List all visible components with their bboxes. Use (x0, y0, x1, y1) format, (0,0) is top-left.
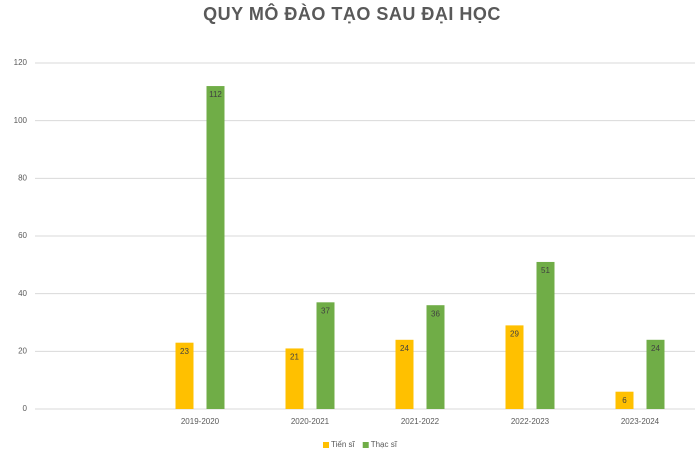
bar (285, 348, 304, 409)
data-label: 24 (651, 344, 660, 353)
chart-title: QUY MÔ ĐÀO TẠO SAU ĐẠI HỌC (203, 3, 501, 24)
bar (175, 342, 194, 409)
legend-label: Tiến sĩ (331, 440, 355, 449)
y-tick-label: 0 (23, 404, 28, 413)
y-tick-label: 60 (18, 231, 27, 240)
x-tick-label: 2019-2020 (181, 417, 220, 426)
data-label: 112 (209, 90, 222, 99)
bar (615, 391, 634, 409)
legend-label: Thạc sĩ (371, 440, 398, 449)
y-tick-label: 40 (18, 289, 27, 298)
bar (505, 325, 524, 409)
y-tick-label: 80 (18, 173, 27, 182)
legend-swatch (362, 442, 369, 448)
y-tick-label: 20 (18, 346, 27, 355)
data-label: 23 (180, 347, 189, 356)
bar (646, 339, 665, 409)
x-tick-label: 2023-2024 (621, 417, 660, 426)
y-tick-label: 120 (14, 58, 28, 67)
data-label: 6 (622, 396, 627, 405)
data-label: 24 (400, 344, 409, 353)
data-label: 51 (541, 266, 550, 275)
bar (426, 305, 445, 409)
legend-swatch (323, 442, 329, 448)
bar (206, 86, 225, 410)
x-tick-label: 2022-2023 (511, 417, 550, 426)
bar (316, 302, 335, 409)
bar (395, 339, 414, 409)
data-label: 21 (290, 353, 299, 362)
data-label: 29 (510, 329, 519, 338)
x-tick-label: 2020-2021 (291, 417, 330, 426)
x-tick-label: 2021-2022 (401, 417, 440, 426)
data-label: 36 (431, 309, 440, 318)
bar (536, 261, 555, 409)
y-tick-label: 100 (14, 116, 28, 125)
data-label: 37 (321, 306, 330, 315)
